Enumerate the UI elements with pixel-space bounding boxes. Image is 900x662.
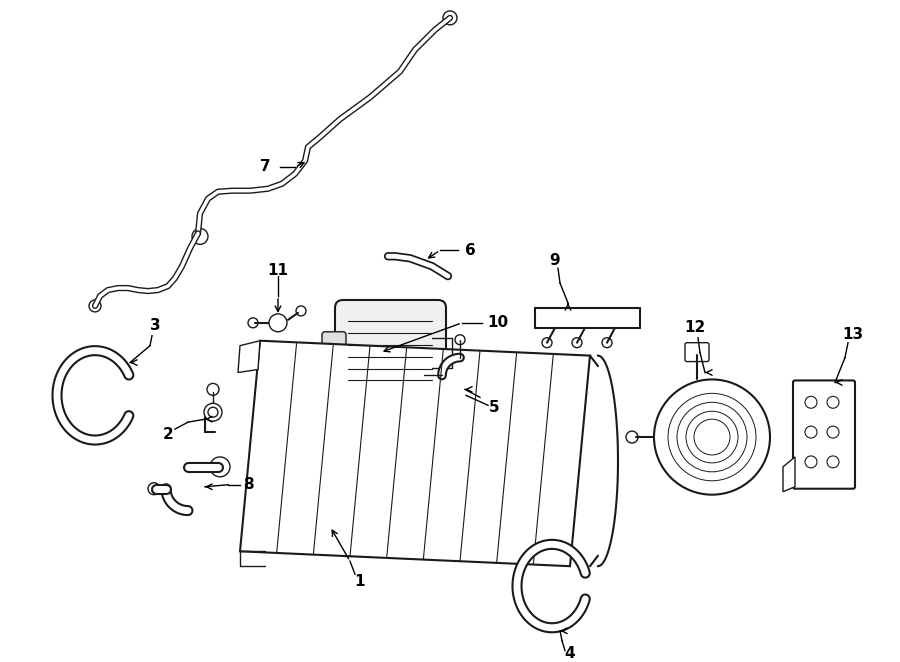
FancyBboxPatch shape [793, 381, 855, 489]
Circle shape [89, 300, 101, 312]
Text: 12: 12 [684, 320, 706, 335]
Circle shape [210, 457, 230, 477]
Text: 7: 7 [260, 160, 270, 174]
Text: 13: 13 [842, 327, 864, 342]
Circle shape [805, 426, 817, 438]
Circle shape [443, 11, 457, 25]
FancyBboxPatch shape [322, 332, 346, 373]
Text: 9: 9 [550, 253, 561, 267]
Circle shape [248, 318, 258, 328]
Polygon shape [783, 457, 795, 492]
Circle shape [204, 403, 222, 421]
Circle shape [827, 397, 839, 408]
Text: 5: 5 [489, 400, 500, 415]
Circle shape [654, 379, 770, 495]
FancyBboxPatch shape [685, 343, 709, 361]
Polygon shape [238, 341, 260, 373]
Text: 3: 3 [149, 318, 160, 333]
Circle shape [296, 306, 306, 316]
Text: 1: 1 [355, 573, 365, 589]
Polygon shape [240, 341, 590, 566]
Circle shape [805, 456, 817, 468]
Circle shape [626, 431, 638, 443]
Circle shape [455, 335, 465, 345]
Circle shape [269, 314, 287, 332]
Text: 11: 11 [267, 263, 289, 277]
Circle shape [827, 426, 839, 438]
Text: 8: 8 [243, 477, 253, 493]
Text: 6: 6 [464, 243, 475, 258]
Circle shape [148, 483, 160, 495]
Circle shape [207, 383, 219, 395]
Circle shape [805, 397, 817, 408]
Text: 2: 2 [163, 426, 174, 442]
Circle shape [419, 371, 429, 381]
Circle shape [542, 338, 552, 348]
Circle shape [602, 338, 612, 348]
Circle shape [572, 338, 582, 348]
Text: 4: 4 [564, 646, 575, 661]
FancyBboxPatch shape [335, 300, 446, 405]
Circle shape [192, 228, 208, 244]
Circle shape [827, 456, 839, 468]
Circle shape [208, 407, 218, 417]
Text: 10: 10 [488, 315, 508, 330]
